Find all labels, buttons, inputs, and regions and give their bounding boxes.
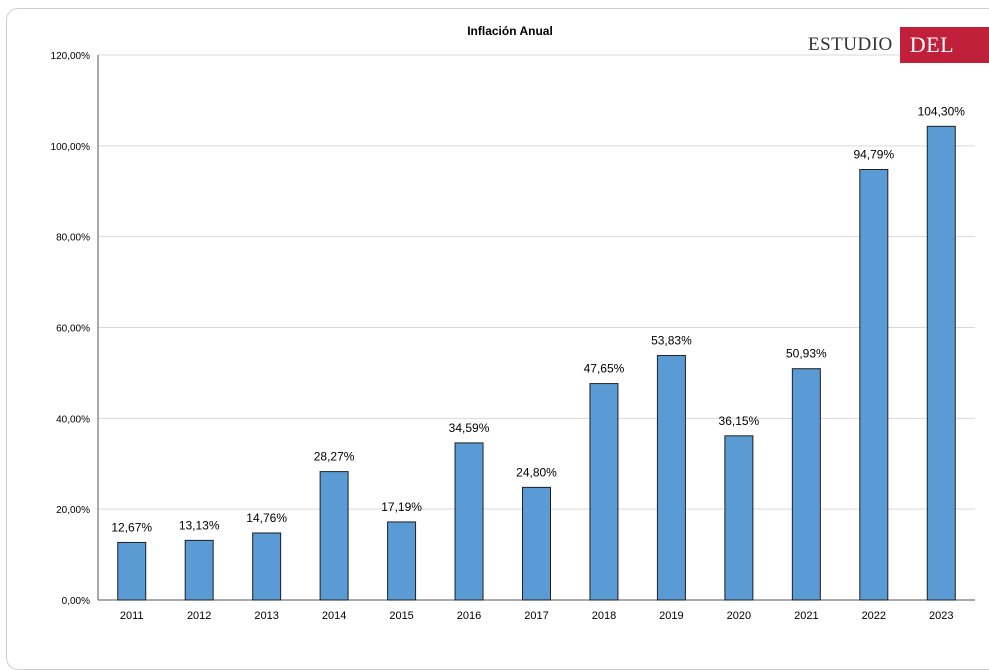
bars [117,125,956,601]
y-axis: 0,00% 20,00% 40,00% 60,00% 80,00% 100,00% 120,… [51,51,99,607]
bar-2023 [926,125,956,601]
x-tick-label: 2014 [322,610,346,622]
bar-2017 [522,486,551,601]
chart-title: Inflación Anual [467,24,553,38]
bar-2012 [184,539,214,601]
bar-2015 [387,521,417,601]
logo-word-estudio: ESTUDIO [808,34,893,55]
x-tick-label: 2013 [254,610,278,622]
x-tick-label: 2016 [457,610,481,622]
x-tick-label: 2011 [120,610,144,622]
logo: ESTUDIO DEL AMO [808,27,989,93]
x-tick-label: 2018 [592,610,616,622]
x-tick-label: 2023 [929,610,953,622]
data-label: 34,59% [449,421,490,435]
x-tick-label: 2017 [524,610,548,622]
data-label: 50,93% [786,347,827,361]
data-label: 104,30% [918,104,966,118]
data-labels: 12,67% 13,13% 14,76% 28,27% 17,19% 34,59% 24,8… [111,104,965,534]
bar-2014 [319,471,349,601]
bar-2016 [454,442,484,601]
y-tick-label: 100,00% [51,142,91,153]
y-tick-label: 80,00% [56,233,90,244]
bar-chart: Inflación Anual 0,00% 20,00% 40,00% 60,00% 8… [51,24,975,622]
data-label: 53,83% [651,334,692,348]
logo-word-del-amo: DEL AMO [899,27,989,93]
x-tick-label: 2019 [659,610,683,622]
y-tick-label: 60,00% [56,324,90,335]
data-label: 12,67% [111,520,152,534]
data-label: 47,65% [584,362,625,376]
y-tick-label: 40,00% [56,414,90,425]
x-tick-label: 2020 [727,610,751,622]
bar-2013 [252,532,282,601]
data-label: 24,80% [516,465,557,479]
x-tick-label: 2021 [794,610,818,622]
bar-2022 [859,168,889,601]
bar-2021 [791,368,821,601]
y-tick-label: 20,00% [56,505,90,516]
bar-2020 [724,435,754,601]
x-tick-label: 2012 [187,610,211,622]
x-axis: 2011 2012 2013 2014 2015 2016 2017 2018 2019 2020… [120,610,954,622]
bar-2019 [656,355,686,601]
bar-2018 [589,383,619,601]
data-label: 13,13% [179,518,220,532]
data-label: 17,19% [381,500,422,514]
y-tick-label: 0,00% [62,596,90,607]
data-label: 14,76% [246,511,287,525]
x-tick-label: 2022 [862,610,886,622]
data-label: 28,27% [314,450,355,464]
data-label: 94,79% [853,147,894,161]
chart-card [6,8,989,670]
y-tick-label: 120,00% [51,51,91,62]
bar-2011 [117,541,147,601]
data-label: 36,15% [719,414,760,428]
x-tick-label: 2015 [389,610,413,622]
